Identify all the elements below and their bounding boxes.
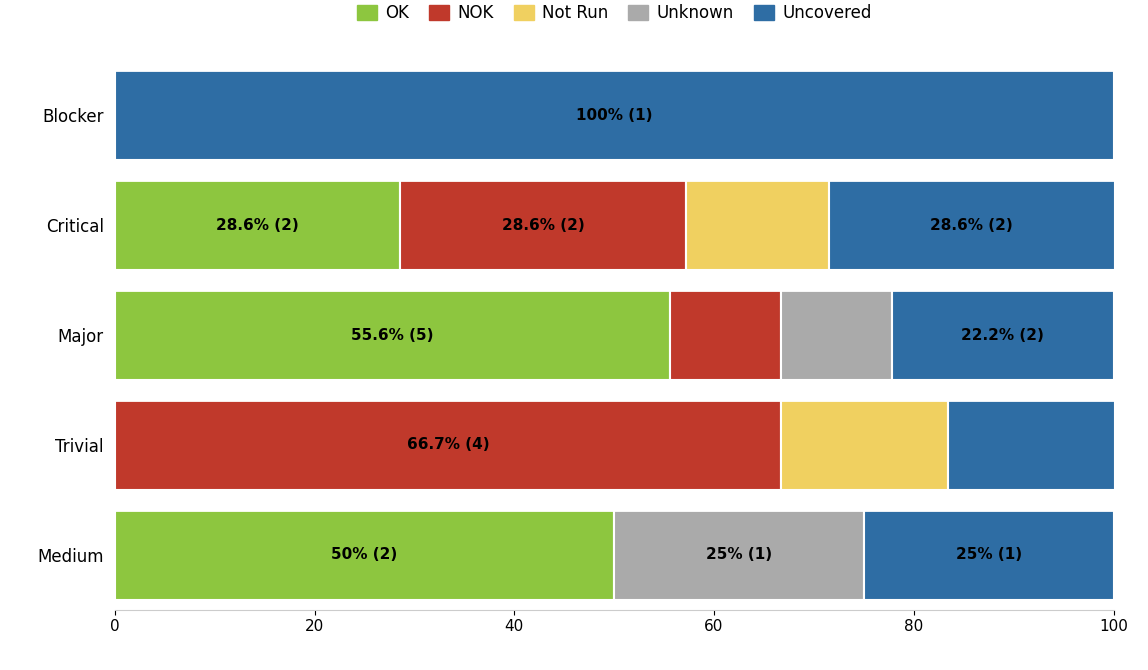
Bar	[864, 510, 1114, 600]
Text: 55.6% (5): 55.6% (5)	[351, 328, 434, 342]
Legend: OK, NOK, Not Run, Unknown, Uncovered: OK, NOK, Not Run, Unknown, Uncovered	[350, 0, 878, 29]
Text: 66.7% (4): 66.7% (4)	[406, 438, 489, 452]
Bar	[115, 400, 781, 490]
Bar	[115, 510, 614, 600]
Bar	[781, 400, 948, 490]
Bar	[948, 400, 1115, 490]
Bar	[401, 180, 687, 270]
Text: 50% (2): 50% (2)	[332, 547, 397, 562]
Text: 28.6% (2): 28.6% (2)	[930, 218, 1014, 232]
Text: 22.2% (2): 22.2% (2)	[961, 328, 1045, 342]
Text: 28.6% (2): 28.6% (2)	[216, 218, 298, 232]
Bar	[781, 290, 892, 380]
Text: 25% (1): 25% (1)	[706, 547, 773, 562]
Bar	[115, 70, 1114, 160]
Text: 100% (1): 100% (1)	[576, 108, 652, 123]
Text: 28.6% (2): 28.6% (2)	[502, 218, 584, 232]
Bar	[115, 180, 401, 270]
Bar	[115, 290, 670, 380]
Bar	[687, 180, 829, 270]
Bar	[892, 290, 1114, 380]
Bar	[829, 180, 1115, 270]
Bar	[614, 510, 864, 600]
Bar	[670, 290, 781, 380]
Text: 25% (1): 25% (1)	[955, 547, 1022, 562]
